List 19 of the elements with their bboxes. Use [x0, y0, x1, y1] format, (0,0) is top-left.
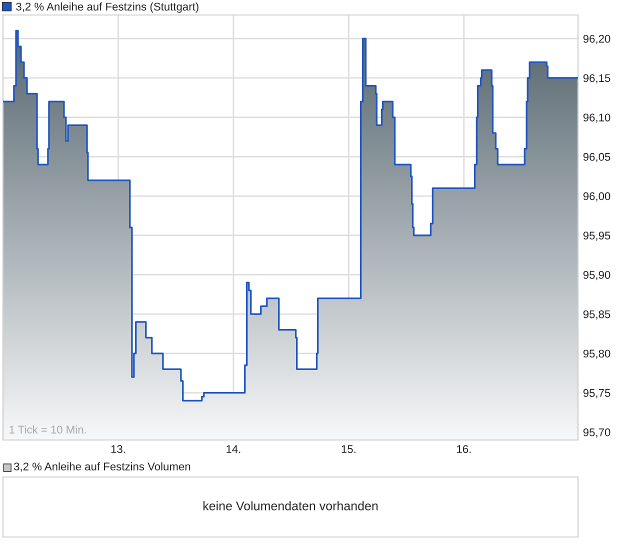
x-tick-label: 14.: [226, 445, 240, 453]
x-tick-label: 16.: [457, 445, 471, 454]
y-tick-label: 96,10: [583, 114, 610, 123]
y-tick-label: 96,15: [583, 74, 610, 84]
y-tick-label: 95,90: [583, 270, 610, 280]
y-tick-label: 95,95: [583, 232, 610, 241]
y-tick-label: 96,20: [583, 34, 610, 44]
text: keine Volumendaten vorhanden: [203, 501, 378, 510]
annotation: 1 Tick = 10 Min.: [10, 425, 86, 434]
y-tick-label: 95,70: [583, 428, 610, 438]
legend-label: 3,2 % Anleihe auf Festzins (Stuttgart): [16, 2, 198, 13]
text: 3,2 % Anleihe auf Festzins Volumen: [14, 462, 190, 472]
y-tick-label: 96,00: [583, 192, 610, 202]
y-tick-label: 95,85: [583, 310, 610, 320]
x-tick-label: 15.: [342, 445, 356, 454]
x-tick-label: 13.: [111, 445, 125, 454]
y-tick-label: 95,75: [583, 389, 610, 398]
y-tick-label: 95,80: [583, 350, 610, 359]
y-tick-label: 96,05: [583, 152, 610, 162]
